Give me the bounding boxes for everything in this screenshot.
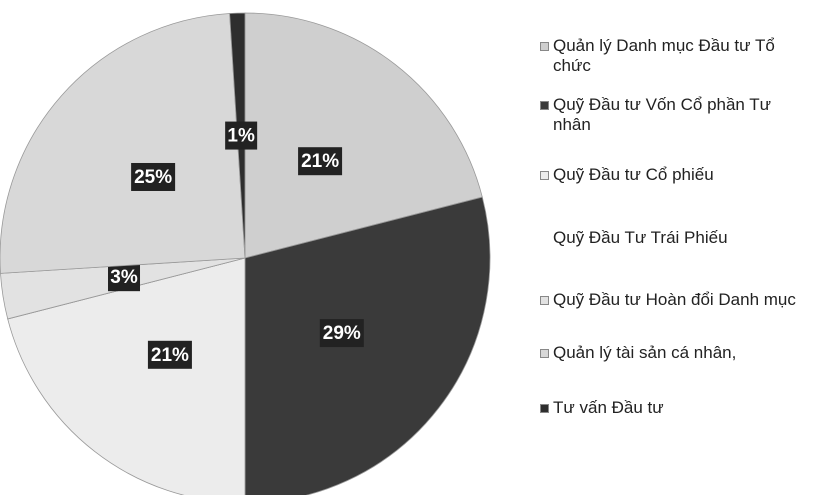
data-label: 3% bbox=[110, 267, 138, 288]
label-box bbox=[147, 340, 192, 369]
data-label: 25% bbox=[134, 167, 172, 188]
label-box bbox=[319, 319, 364, 348]
data-label: 21% bbox=[301, 151, 339, 172]
legend-entry: Quỹ Đầu tư Hoàn đổi Danh mục bbox=[540, 290, 802, 310]
legend-swatch bbox=[540, 296, 549, 305]
legend-entry: Tư vấn Đầu tư bbox=[540, 398, 802, 418]
legend-entry: Quỹ Đầu tư Vốn Cổ phần Tư nhân bbox=[540, 95, 802, 135]
legend-swatch bbox=[540, 404, 549, 413]
legend-entry: Quỹ Đầu tư Cổ phiếu bbox=[540, 165, 802, 185]
legend-swatch bbox=[540, 42, 549, 51]
legend-entry: Quỹ Đầu Tư Trái Phiếu bbox=[540, 228, 802, 248]
legend-label: Quỹ Đầu tư Cổ phiếu bbox=[553, 165, 714, 184]
label-box bbox=[225, 121, 258, 150]
legend-swatch bbox=[540, 171, 549, 180]
label-box bbox=[108, 263, 141, 292]
data-label: 1% bbox=[227, 126, 255, 147]
data-label: 29% bbox=[323, 323, 361, 344]
data-label: 21% bbox=[151, 345, 189, 366]
legend-label: Quỹ Đầu Tư Trái Phiếu bbox=[553, 228, 728, 247]
label-box bbox=[298, 147, 343, 176]
legend-label: Tư vấn Đầu tư bbox=[553, 398, 664, 417]
legend-entry: Quản lý Danh mục Đầu tư Tổ chức bbox=[540, 36, 802, 76]
legend-label: Quỹ Đầu tư Vốn Cổ phần Tư nhân bbox=[553, 95, 772, 134]
legend-label: Quỹ Đầu tư Hoàn đổi Danh mục bbox=[553, 290, 796, 309]
pie-slice bbox=[7, 257, 246, 495]
pie-slice bbox=[0, 13, 246, 274]
pie-slice bbox=[244, 12, 483, 259]
label-box bbox=[131, 162, 176, 191]
legend-entry: Quản lý tài sản cá nhân, bbox=[540, 343, 802, 363]
legend-swatch bbox=[540, 234, 549, 243]
legend-swatch bbox=[540, 349, 549, 358]
legend-label: Quản lý Danh mục Đầu tư Tổ chức bbox=[553, 36, 775, 75]
legend-label: Quản lý tài sản cá nhân, bbox=[553, 343, 737, 362]
legend-swatch bbox=[540, 101, 549, 110]
pie-slice bbox=[244, 196, 491, 495]
